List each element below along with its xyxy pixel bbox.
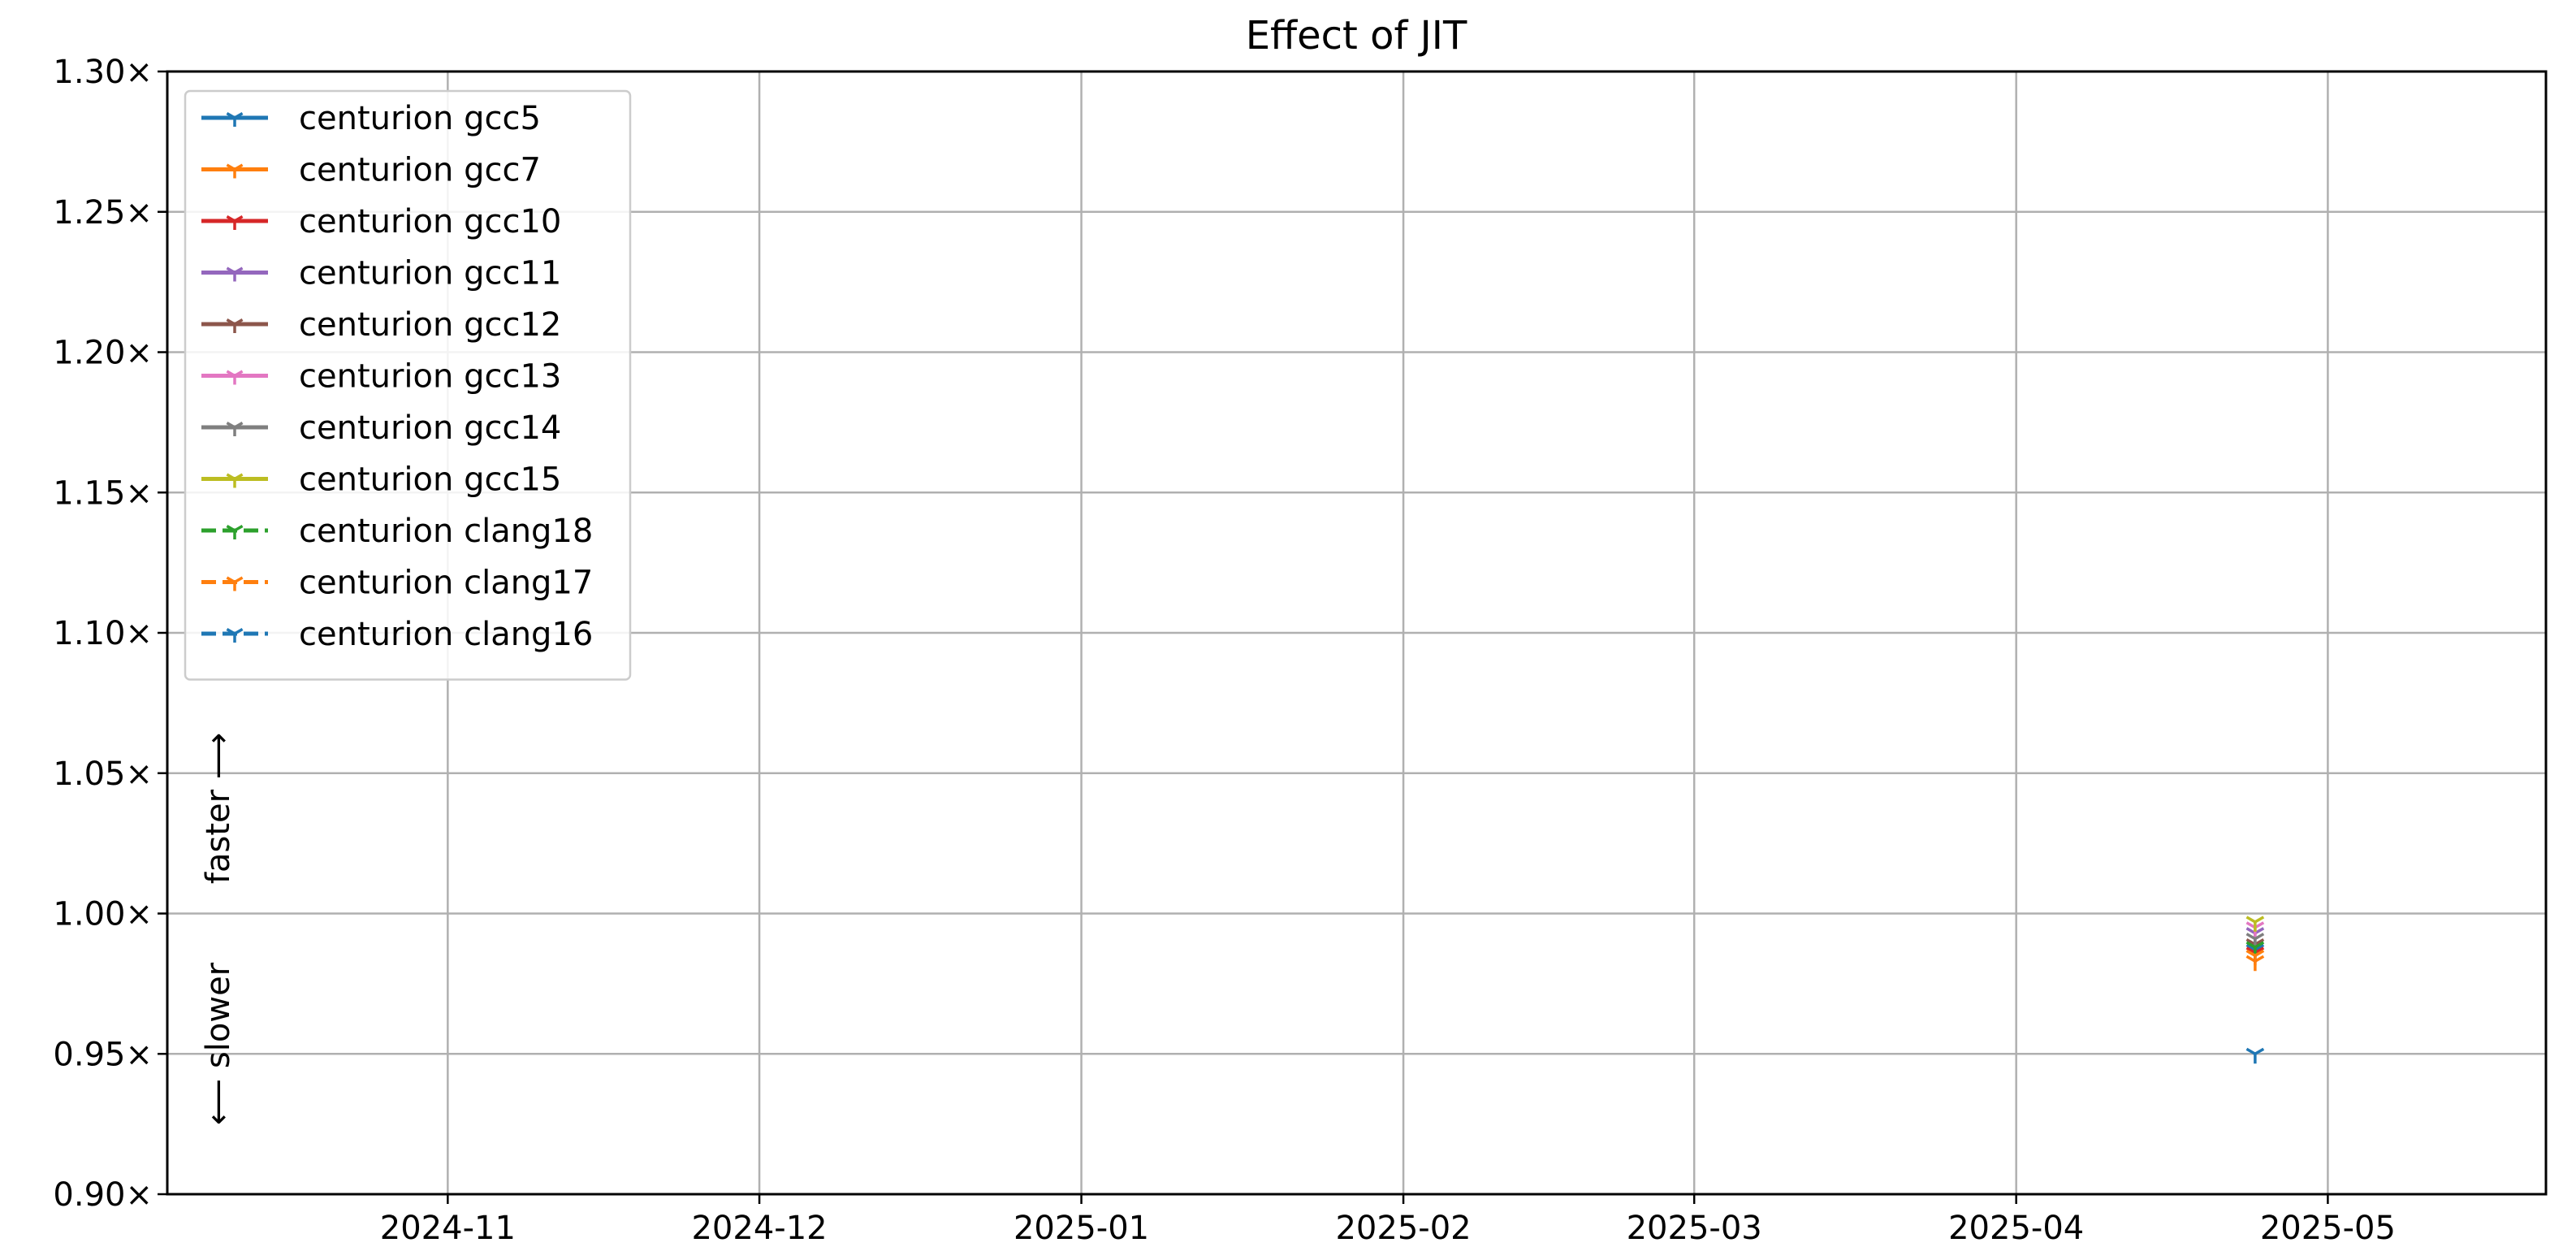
legend-item: centurion gcc10: [201, 203, 561, 240]
legend-label: centurion clang18: [299, 513, 593, 550]
legend-marker: [226, 627, 244, 643]
plot-frame: [166, 70, 2548, 1196]
legend-marker: [226, 421, 244, 436]
x-tick-label: 2025-03: [1627, 1210, 1762, 1247]
y-tick-label: 1.00×: [53, 896, 153, 933]
y-axis: 0.90× 0.95× 1.00× 1.05× 1.10× 1.15× 1.20× 1.25×…: [53, 54, 167, 1214]
y-tick-label: 1.25×: [53, 194, 153, 232]
legend-label: centurion gcc7: [299, 152, 541, 189]
legend-marker: [226, 318, 244, 333]
legend-label: centurion gcc11: [299, 255, 561, 292]
legend-label: centurion clang16: [299, 616, 593, 653]
legend-label: centurion gcc10: [299, 203, 561, 240]
data-marks: [2245, 916, 2265, 1064]
legend-item: centurion gcc5: [201, 100, 541, 137]
legend-item: centurion clang16: [201, 616, 593, 653]
legend: centurion gcc5 centurion gcc7 centurion gc…: [184, 89, 632, 681]
legend-item: centurion gcc15: [201, 461, 561, 499]
y-tick-label: 1.10×: [53, 615, 153, 652]
x-tick-label: 2024-12: [691, 1210, 827, 1247]
slower-annotation: ⟵ slower: [200, 962, 237, 1125]
x-tick-label: 2025-04: [1948, 1210, 2084, 1247]
data-point-centurion-gcc15: [2245, 916, 2265, 932]
x-axis: 2024-11 2024-12 2025-01 2025-02 2025-03 2025-…: [380, 1194, 2396, 1247]
legend-marker: [226, 524, 244, 539]
legend-item: centurion clang17: [201, 565, 593, 602]
legend-item: centurion gcc11: [201, 255, 561, 292]
faster-annotation: faster ⟶: [200, 733, 237, 884]
y-tick-label: 0.95×: [53, 1036, 153, 1073]
data-point-centurion-clang17: [2245, 949, 2265, 966]
legend-label: centurion gcc12: [299, 306, 561, 344]
y-tick-label: 1.20×: [53, 335, 153, 372]
legend-marker: [226, 473, 244, 488]
x-tick-label: 2025-02: [1335, 1210, 1471, 1247]
legend-marker: [226, 266, 244, 282]
y-tick-label: 1.15×: [53, 474, 153, 512]
legend-label: centurion gcc5: [299, 100, 541, 137]
chart-title: Effect of JIT: [1246, 13, 1467, 58]
y-tick-label: 1.05×: [53, 756, 153, 793]
x-tick-label: 2024-11: [380, 1210, 516, 1247]
legend-box: [184, 89, 632, 681]
legend-marker: [226, 576, 244, 591]
legend-label: centurion gcc14: [299, 409, 561, 447]
legend-label: centurion clang17: [299, 565, 593, 602]
legend-item: centurion gcc14: [201, 409, 561, 447]
legend-marker: [226, 111, 244, 127]
legend-label: centurion gcc15: [299, 461, 561, 499]
data-point-centurion-clang16: [2245, 1047, 2265, 1064]
y-tick-label: 0.90×: [53, 1176, 153, 1214]
legend-item: centurion gcc13: [201, 358, 561, 396]
x-tick-label: 2025-01: [1014, 1210, 1149, 1247]
legend-marker: [226, 370, 244, 385]
x-tick-label: 2025-05: [2260, 1210, 2396, 1247]
y-tick-label: 1.30×: [53, 54, 153, 91]
legend-item: centurion gcc7: [201, 152, 541, 189]
legend-item: centurion gcc12: [201, 306, 561, 344]
legend-marker: [226, 163, 244, 179]
legend-label: centurion gcc13: [299, 358, 561, 396]
legend-item: centurion clang18: [201, 513, 593, 550]
legend-marker: [226, 214, 244, 230]
